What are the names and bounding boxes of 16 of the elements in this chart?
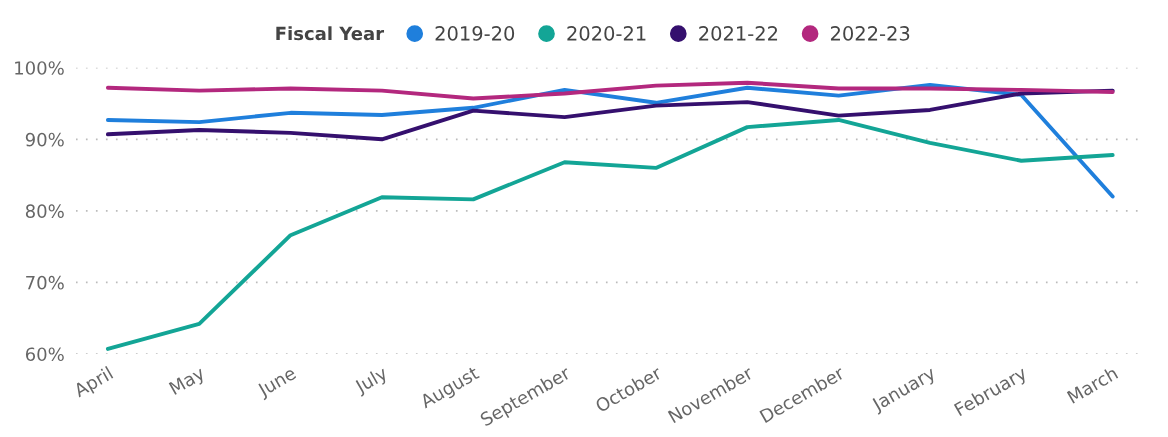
x-tick-label: May <box>168 365 208 398</box>
legend-title: Fiscal Year <box>276 26 385 41</box>
line-series <box>105 80 1115 101</box>
legend-label: 2021-22 <box>699 26 778 41</box>
y-tick-label: 90% <box>25 132 64 147</box>
line-series <box>105 118 1115 351</box>
y-tick-label: 100% <box>15 61 64 75</box>
y-tick-label: 70% <box>26 275 64 290</box>
line-series <box>105 88 1115 142</box>
legend-label: 2020-21 <box>567 26 646 41</box>
legend-label: 2019-20 <box>435 26 515 41</box>
y-tick-label: 80% <box>25 204 64 218</box>
x-tick-label: June <box>255 366 299 401</box>
legend-label: 2022-23 <box>830 26 910 41</box>
x-tick-label: July <box>352 365 391 397</box>
y-tick-label: 60% <box>25 347 64 362</box>
